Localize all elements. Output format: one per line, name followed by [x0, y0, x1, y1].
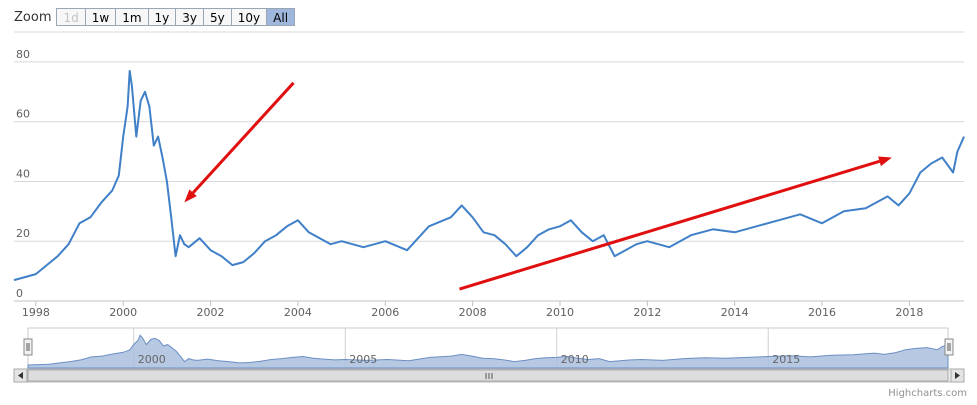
x-tick-label: 1998 [22, 306, 50, 319]
navigator-tick-label: 2000 [138, 353, 166, 366]
zoom-button-group: 1d 1w 1m 1y 3y 5y 10y All [56, 8, 296, 26]
zoom-button-1y[interactable]: 1y [147, 8, 177, 26]
annotation-arrows [184, 81, 892, 291]
y-tick-label: 60 [16, 108, 30, 121]
navigator-tick-label: 2005 [349, 353, 377, 366]
zoom-button-3y[interactable]: 3y [175, 8, 205, 26]
zoom-button-1d: 1d [56, 8, 86, 26]
x-tick-label: 2008 [459, 306, 487, 319]
zoom-button-1m[interactable]: 1m [115, 8, 149, 26]
zoom-button-all[interactable]: All [266, 8, 296, 26]
scrollbar-thumb[interactable] [27, 369, 949, 382]
chevron-left-icon [18, 372, 23, 379]
x-axis-labels: 1998 2000 2002 2004 2006 2008 2010 2012 2014 2016… [22, 301, 923, 319]
x-tick-label: 2000 [109, 306, 137, 319]
annotation-arrow [184, 81, 295, 203]
x-tick-label: 2006 [371, 306, 399, 319]
x-tick-label: 2010 [546, 306, 574, 319]
navigator-right-handle[interactable] [944, 338, 954, 356]
annotation-arrow [459, 156, 892, 291]
x-tick-label: 2014 [721, 306, 749, 319]
x-tick-label: 2002 [197, 306, 225, 319]
scrollbar[interactable] [13, 368, 965, 383]
y-tick-label: 0 [16, 287, 23, 300]
zoom-label: Zoom [14, 9, 52, 25]
navigator-left-handle[interactable] [23, 338, 33, 356]
navigator-tick-label: 2010 [561, 353, 589, 366]
zoom-button-5y[interactable]: 5y [203, 8, 232, 26]
navigator-tick-label: 2015 [772, 353, 800, 366]
navigator-axis-labels: 2000 2005 2010 2015 [138, 353, 800, 366]
x-tick-label: 2012 [633, 306, 661, 319]
x-tick-label: 2016 [808, 306, 836, 319]
x-tick-label: 2004 [284, 306, 312, 319]
scroll-right-button[interactable] [950, 368, 965, 383]
zoom-button-10y[interactable]: 10y [230, 8, 268, 26]
y-axis-labels: 0 20 40 60 80 [16, 48, 30, 300]
y-tick-label: 40 [16, 167, 30, 180]
grid-lines [14, 31, 964, 302]
zoom-bar: Zoom 1d 1w 1m 1y 3y 5y 10y All [14, 7, 296, 27]
x-tick-label: 2018 [895, 306, 923, 319]
credits-link[interactable]: Highcharts.com [888, 388, 967, 399]
scrollbar-grip-icon [485, 373, 493, 379]
y-tick-label: 20 [16, 227, 30, 240]
y-tick-label: 80 [16, 48, 30, 61]
navigator-series-area [27, 334, 949, 369]
scroll-left-button[interactable] [13, 368, 28, 383]
chevron-right-icon [955, 372, 960, 379]
price-series-line [13, 69, 965, 282]
